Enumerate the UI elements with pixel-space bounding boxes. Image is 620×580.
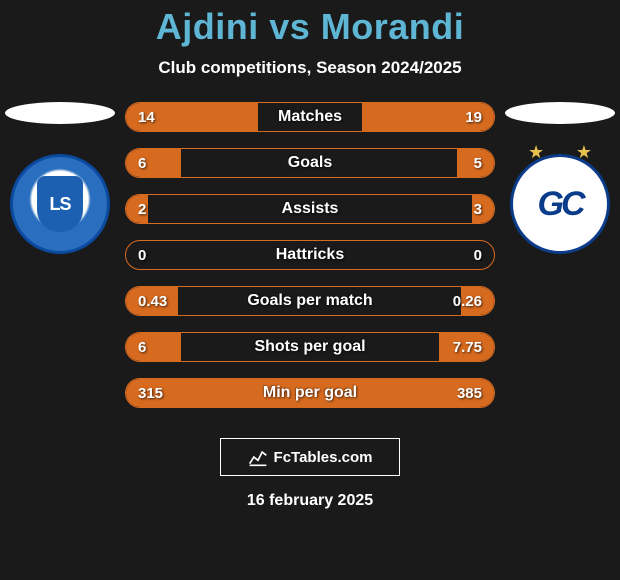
comparison-card: Ajdini vs Morandi Club competitions, Sea… [0, 0, 620, 580]
lausanne-badge-text: LS [49, 194, 70, 215]
chart-icon [248, 447, 268, 467]
stat-value-left: 6 [138, 339, 146, 356]
stat-row: 2 Assists 3 [125, 194, 495, 224]
player-ellipse-left [5, 102, 115, 124]
stat-value-left: 0.43 [138, 293, 167, 310]
watermark-badge: FcTables.com [220, 438, 400, 476]
stat-label: Shots per goal [254, 338, 365, 356]
club-right-zone: ★ ★ GC [500, 102, 620, 254]
stat-value-right: 0 [474, 247, 482, 264]
stat-value-left: 14 [138, 109, 155, 126]
stat-value-left: 6 [138, 155, 146, 172]
stat-row: 6 Goals 5 [125, 148, 495, 178]
stat-label: Goals per match [247, 292, 372, 310]
stat-label: Assists [282, 200, 339, 218]
watermark-text: FcTables.com [274, 449, 373, 466]
star-icon: ★ [528, 142, 544, 163]
stat-row: 14 Matches 19 [125, 102, 495, 132]
star-icon: ★ [576, 142, 592, 163]
stat-row: 315 Min per goal 385 [125, 378, 495, 408]
stat-value-right: 7.75 [453, 339, 482, 356]
subtitle: Club competitions, Season 2024/2025 [158, 58, 461, 78]
player-ellipse-right [505, 102, 615, 124]
page-title: Ajdini vs Morandi [156, 6, 465, 48]
stat-label: Hattricks [276, 246, 344, 264]
stat-value-right: 3 [474, 201, 482, 218]
stat-fill-left [126, 149, 181, 177]
stat-value-right: 5 [474, 155, 482, 172]
stat-value-right: 385 [457, 385, 482, 402]
stat-value-left: 0 [138, 247, 146, 264]
stat-label: Matches [278, 108, 342, 126]
club-badge-left: LS [10, 154, 110, 254]
stats-area: LS 14 Matches 19 6 Goals 5 2 Assists 3 0 Hattricks… [0, 102, 620, 418]
club-left-zone: LS [0, 102, 120, 254]
stat-row: 0.43 Goals per match 0.26 [125, 286, 495, 316]
stat-fill-left [126, 333, 181, 361]
stat-row: 0 Hattricks 0 [125, 240, 495, 270]
stat-bars: 14 Matches 19 6 Goals 5 2 Assists 3 0 Hattricks 0 0.… [125, 102, 495, 408]
gc-badge-text: GC [538, 185, 583, 224]
gc-inner: ★ ★ GC [520, 164, 600, 244]
stat-value-left: 315 [138, 385, 163, 402]
lausanne-shield-icon: LS [37, 176, 83, 232]
stat-label: Min per goal [263, 384, 357, 402]
stat-value-right: 0.26 [453, 293, 482, 310]
stat-label: Goals [288, 154, 332, 172]
club-badge-right: ★ ★ GC [510, 154, 610, 254]
stat-row: 6 Shots per goal 7.75 [125, 332, 495, 362]
stat-value-right: 19 [465, 109, 482, 126]
stat-value-left: 2 [138, 201, 146, 218]
date-label: 16 february 2025 [247, 492, 373, 510]
